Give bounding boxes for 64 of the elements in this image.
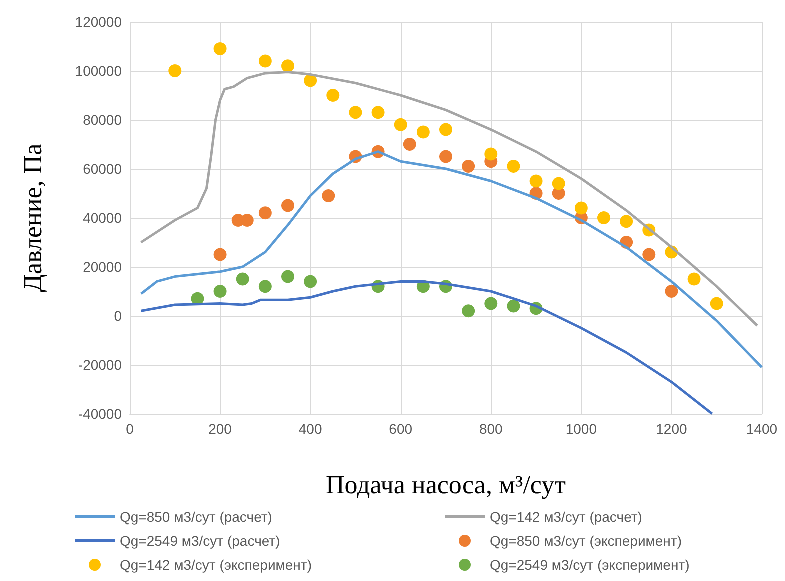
- x-tick-label: 200: [208, 421, 232, 437]
- point: [462, 304, 476, 318]
- point: [440, 123, 452, 136]
- point: [322, 189, 336, 202]
- line-series: [140, 280, 714, 416]
- point: [462, 160, 476, 174]
- point: [214, 248, 227, 262]
- x-tick-label: 1000: [566, 421, 598, 437]
- point: [574, 202, 588, 215]
- point: [642, 248, 656, 262]
- point: [372, 106, 385, 120]
- point: [240, 214, 254, 227]
- y-tick-label: 20000: [83, 259, 122, 275]
- x-tick-label: 400: [298, 421, 322, 437]
- x-tick-label: 800: [479, 421, 504, 437]
- y-tick-label: 120000: [75, 14, 122, 30]
- legend-label: Qg=850 м3/сут (расчет): [120, 509, 272, 525]
- legend-label: Qg=142 м3/сут (расчет): [490, 509, 642, 525]
- point: [688, 272, 701, 286]
- point: [258, 54, 272, 68]
- point: [403, 138, 416, 151]
- point: [214, 285, 227, 298]
- point: [349, 106, 362, 120]
- x-tick-label: 600: [389, 421, 413, 437]
- point: [282, 270, 294, 284]
- y-tick-label: 80000: [83, 112, 122, 128]
- y-tick-label: 100000: [75, 63, 122, 79]
- point: [530, 174, 543, 188]
- point: [484, 148, 498, 161]
- y-tick-label: 40000: [83, 210, 122, 226]
- x-tick-label: 1200: [656, 421, 688, 437]
- point: [214, 42, 227, 56]
- x-tick-label: 0: [126, 421, 134, 437]
- point: [258, 280, 272, 294]
- point: [598, 212, 610, 224]
- point: [484, 297, 498, 310]
- y-tick-label: 60000: [83, 161, 122, 177]
- point: [507, 160, 520, 174]
- legend-label: Qg=2549 м3/сут (эксперимент): [490, 557, 690, 573]
- point: [326, 89, 340, 102]
- legend-label: Qg=142 м3/сут (эксперимент): [120, 557, 312, 573]
- point: [236, 272, 250, 286]
- point: [304, 74, 318, 88]
- y-axis-title: Давление, Па: [18, 143, 48, 292]
- y-tick-label: 0: [114, 308, 122, 324]
- y-tick-label: -40000: [78, 406, 122, 422]
- legend-label: Qg=850 м3/сут (эксперимент): [490, 533, 682, 549]
- point: [416, 126, 430, 139]
- point: [168, 64, 182, 78]
- point: [507, 300, 520, 313]
- y-tick-label: -20000: [78, 357, 122, 373]
- point: [710, 297, 724, 310]
- point: [258, 206, 272, 220]
- point: [665, 285, 678, 298]
- legend-label: Qg=2549 м3/сут (расчет): [120, 533, 280, 549]
- point: [282, 199, 294, 212]
- x-axis-title: Подача насоса, м³/сут: [326, 470, 566, 500]
- point: [394, 118, 408, 132]
- point: [440, 150, 452, 164]
- x-tick-label: 1400: [746, 421, 778, 437]
- point: [282, 60, 294, 73]
- point: [620, 215, 634, 228]
- point: [304, 275, 318, 288]
- point: [552, 177, 566, 190]
